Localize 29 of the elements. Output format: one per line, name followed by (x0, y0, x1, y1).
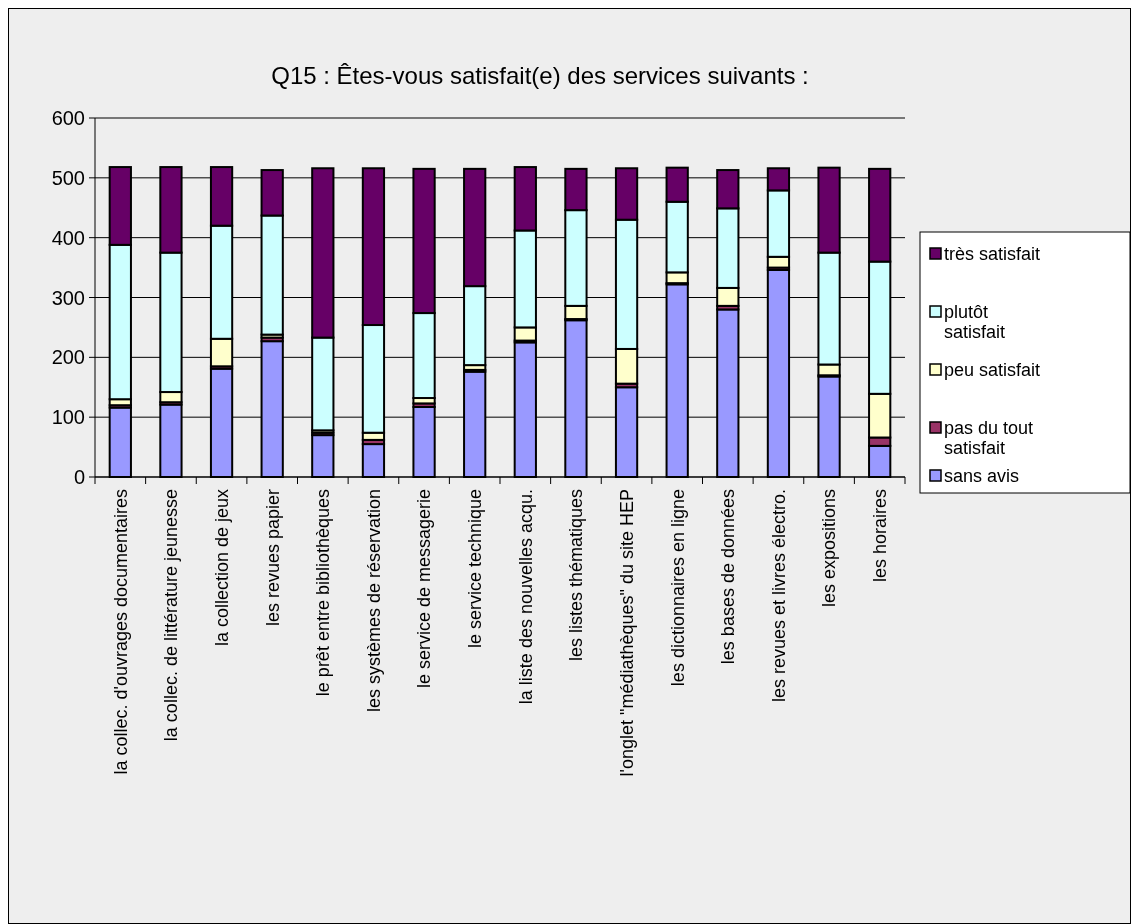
x-tick-label: les revues et livres électro. (768, 489, 789, 703)
x-tick-label: les systèmes de réservation (363, 489, 384, 713)
x-tick-label: les dictionnaires en ligne (667, 489, 688, 687)
x-tick-label: la collec. d'ouvrages documentaires (110, 489, 131, 775)
y-tick-label: 200 (51, 346, 85, 369)
y-tick-label: 400 (51, 226, 85, 249)
x-tick-label: les bases de données (718, 489, 739, 665)
legend-label: pas du tout satisfait (944, 418, 1034, 459)
legend-label: peu satisfait (944, 360, 1041, 381)
legend-label: sans avis (944, 466, 1020, 487)
chart-title: Q15 : Êtes-vous satisfait(e) des services suivants : (271, 62, 809, 89)
x-tick-label: la collection de jeux (211, 489, 232, 647)
legend-label: plutôt satisfait (944, 302, 1006, 343)
y-tick-label: 300 (51, 286, 85, 309)
y-tick-label: 100 (51, 406, 85, 429)
x-tick-label: les expositions (819, 489, 840, 608)
y-tick-label: 0 (73, 466, 85, 488)
x-tick-label: le prêt entre bibliothèques (313, 489, 334, 697)
y-tick-label: 600 (51, 107, 85, 129)
x-tick-label: les horaires (869, 489, 890, 583)
x-tick-label: la liste des nouvelles acqu. (515, 489, 536, 705)
y-tick-label: 500 (51, 166, 85, 189)
legend-label: très satisfait (944, 244, 1041, 265)
x-tick-label: les revues papier (262, 489, 283, 627)
x-tick-label: les listes thématiques (566, 489, 587, 662)
x-tick-label: la collec. de littérature jeunesse (161, 489, 182, 742)
x-tick-label: le service de messagerie (414, 489, 435, 689)
x-tick-label: le service technique (464, 489, 485, 649)
x-tick-label: l'onglet "médiathèques" du site HEP (616, 489, 637, 777)
